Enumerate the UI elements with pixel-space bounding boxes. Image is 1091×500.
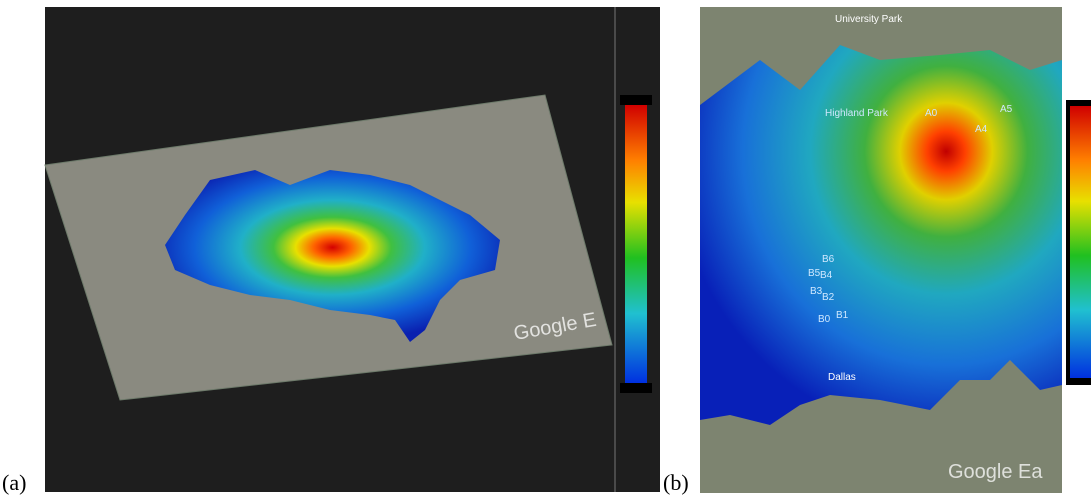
place-label: Dallas bbox=[828, 372, 856, 383]
sensor-label: A4 bbox=[975, 124, 988, 135]
panel-label: (a) bbox=[2, 470, 26, 495]
sensor-label: B0 bbox=[818, 314, 831, 325]
colorbar-cap bbox=[620, 95, 652, 105]
place-label: Highland Park bbox=[825, 108, 889, 119]
place-label: University Park bbox=[835, 14, 903, 25]
sensor-label: B6 bbox=[822, 254, 835, 265]
sensor-label: B5 bbox=[808, 268, 821, 279]
panel-b: University Park Highland Park A0 A4 A5 B… bbox=[663, 7, 1091, 495]
sensor-label: A0 bbox=[925, 108, 938, 119]
colorbar bbox=[625, 105, 647, 383]
watermark: Google Ea bbox=[948, 461, 1043, 483]
sensor-label: B4 bbox=[820, 270, 833, 281]
colorbar bbox=[1070, 106, 1091, 378]
sensor-label: B3 bbox=[810, 286, 823, 297]
figure: Google E (a) University Park Highland Pa… bbox=[0, 0, 1091, 500]
panel-a: Google E (a) bbox=[2, 7, 660, 495]
colorbar-cap bbox=[620, 383, 652, 393]
sensor-label: B2 bbox=[822, 292, 835, 303]
panel-label: (b) bbox=[663, 470, 689, 495]
sensor-label: B1 bbox=[836, 310, 849, 321]
sensor-label: A5 bbox=[1000, 104, 1013, 115]
